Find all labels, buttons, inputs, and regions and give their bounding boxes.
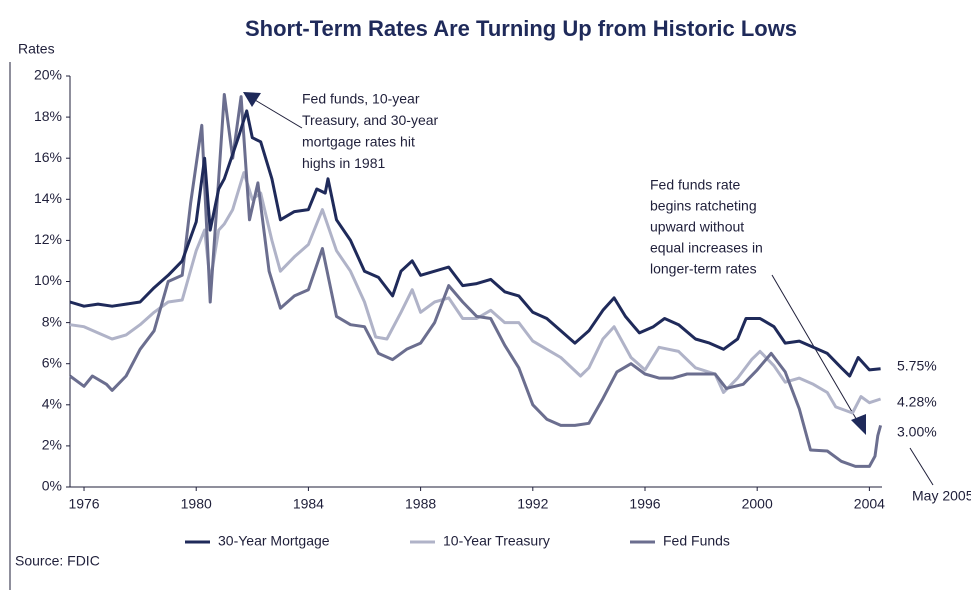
chart-title: Short-Term Rates Are Turning Up from His… — [245, 16, 797, 41]
legend-label: 30-Year Mortgage — [218, 533, 330, 549]
y-tick-label: 4% — [42, 396, 62, 412]
end-label: 4.28% — [897, 394, 937, 410]
y-tick-label: 10% — [34, 272, 62, 288]
x-tick-label: 1976 — [68, 496, 99, 512]
series-line — [69, 171, 882, 415]
y-tick-label: 14% — [34, 190, 62, 206]
end-label: 5.75% — [897, 358, 937, 374]
y-tick-label: 6% — [42, 354, 62, 370]
arrow-head — [851, 414, 866, 435]
x-tick-label: 1996 — [629, 496, 660, 512]
x-tick-label: 1980 — [181, 496, 212, 512]
y-tick-label: 16% — [34, 149, 62, 165]
annotation: upward without — [650, 219, 744, 235]
legend-label: Fed Funds — [663, 533, 730, 549]
x-tick-label: 2000 — [742, 496, 773, 512]
x-tick-label: 1992 — [517, 496, 548, 512]
annotation: Fed funds, 10-year — [302, 91, 420, 107]
y-tick-label: 20% — [34, 67, 62, 83]
source: Source: FDIC — [15, 553, 100, 569]
x-tick-label: 2004 — [854, 496, 885, 512]
y-tick-label: 8% — [42, 313, 62, 329]
pointer-line — [909, 447, 934, 486]
y-tick-label: 18% — [34, 108, 62, 124]
arrow-head — [243, 92, 261, 107]
annotation: Fed funds rate — [650, 177, 740, 193]
annotation: highs in 1981 — [302, 155, 386, 171]
series-line — [69, 109, 881, 378]
y-tick-label: 12% — [34, 231, 62, 247]
annotation: Treasury, and 30-year — [302, 112, 439, 128]
series-line — [69, 93, 883, 468]
y-tick-label: 2% — [42, 437, 62, 453]
annotation: May 2005 — [912, 488, 971, 504]
annotation: mortgage rates hit — [302, 134, 415, 150]
x-tick-label: 1988 — [405, 496, 436, 512]
arrow — [254, 99, 303, 129]
y-axis-label: Rates — [18, 41, 55, 57]
annotation: longer-term rates — [650, 261, 757, 277]
end-label: 3.00% — [897, 424, 937, 440]
annotation: equal increases in — [650, 240, 763, 256]
x-tick-label: 1984 — [293, 496, 324, 512]
y-tick-label: 0% — [42, 478, 62, 494]
legend-label: 10-Year Treasury — [443, 533, 550, 549]
annotation: begins ratcheting — [650, 198, 757, 214]
